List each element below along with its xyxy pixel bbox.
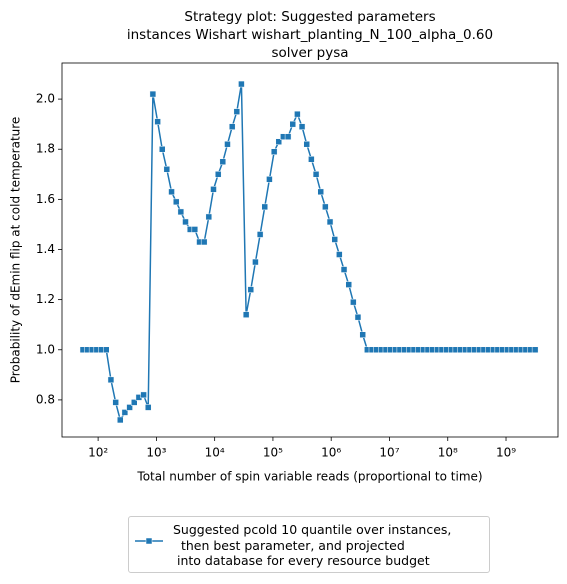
- data-point: [219, 158, 227, 166]
- data-point: [168, 188, 175, 196]
- chart-title: Strategy plot: Suggested parameters: [184, 9, 435, 25]
- data-point: [121, 409, 129, 416]
- data-point: [144, 404, 152, 411]
- data-point: [238, 80, 245, 88]
- y-tick-label: 1.2: [36, 292, 55, 306]
- legend-swatch: [135, 537, 163, 545]
- plot-frame: [61, 62, 559, 438]
- data-point: [126, 404, 133, 411]
- x-tick-label: 10⁶: [321, 446, 341, 460]
- y-tick-label: 1.4: [36, 242, 55, 256]
- data-point: [322, 203, 329, 211]
- data-point: [336, 251, 343, 258]
- data-point: [117, 416, 124, 424]
- data-point: [224, 140, 231, 148]
- data-point: [107, 376, 115, 384]
- legend-label: Suggested pcold 10 quantile over instanc…: [173, 522, 452, 568]
- data-point: [163, 166, 171, 173]
- data-point: [298, 123, 306, 130]
- data-point: [531, 346, 539, 354]
- data-point: [270, 148, 278, 155]
- data-point: [182, 218, 189, 226]
- y-tick-label: 0.8: [36, 392, 55, 406]
- chart-title: solver pysa: [271, 45, 348, 61]
- y-tick-label: 1.6: [36, 192, 55, 206]
- data-point: [205, 213, 213, 221]
- x-tick-label: 10⁷: [379, 446, 399, 460]
- data-point: [233, 108, 241, 115]
- x-tick-label: 10²: [88, 446, 108, 460]
- x-tick-label: 10⁹: [496, 446, 516, 460]
- y-tick-label: 1.0: [36, 342, 55, 356]
- x-tick-label: 10³: [146, 446, 166, 460]
- data-point: [228, 123, 236, 130]
- y-tick-label: 2.0: [36, 92, 55, 106]
- data-point: [345, 281, 352, 288]
- y-axis-label: Probability of dEmin flip at cold temper…: [9, 117, 23, 384]
- data-point: [191, 226, 199, 233]
- data-point: [158, 145, 166, 153]
- data-point: [177, 208, 185, 216]
- data-point: [340, 266, 348, 273]
- data-point: [140, 391, 147, 399]
- x-tick-label: 10⁸: [438, 446, 458, 460]
- data-point: [312, 171, 320, 178]
- data-point: [261, 203, 269, 211]
- x-tick-label: 10⁵: [263, 446, 283, 460]
- data-point: [350, 298, 357, 306]
- legend: Suggested pcold 10 quantile over instanc…: [128, 516, 490, 573]
- data-point: [214, 171, 222, 178]
- chart: Strategy plot: Suggested parameters inst…: [9, 9, 559, 484]
- data-point: [154, 118, 161, 125]
- chart-title: instances Wishart wishart_planting_N_100…: [127, 27, 493, 43]
- data-point: [284, 133, 292, 140]
- legend-marker: [145, 537, 153, 545]
- data-point: [275, 138, 283, 145]
- data-point: [210, 186, 217, 193]
- data-point: [308, 156, 315, 163]
- x-axis-label: Total number of spin variable reads (pro…: [136, 470, 482, 484]
- data-point: [149, 90, 157, 98]
- data-point: [289, 120, 297, 128]
- data-point: [252, 258, 259, 266]
- y-tick-label: 1.8: [36, 142, 55, 156]
- data-point: [172, 198, 180, 206]
- series-line: [82, 83, 536, 422]
- data-point: [112, 399, 119, 406]
- data-point: [317, 188, 324, 196]
- data-point: [359, 331, 366, 338]
- data-point: [331, 236, 338, 243]
- data-point: [242, 311, 250, 318]
- data-point: [303, 140, 310, 148]
- data-point: [131, 399, 138, 406]
- data-point: [200, 238, 208, 246]
- x-tick-label: 10⁴: [205, 446, 225, 460]
- data-point: [354, 313, 362, 321]
- data-point: [266, 176, 273, 183]
- data-point: [326, 218, 334, 226]
- data-point: [247, 286, 255, 293]
- data-point: [294, 110, 301, 118]
- data-point: [103, 346, 110, 354]
- data-point: [256, 231, 264, 238]
